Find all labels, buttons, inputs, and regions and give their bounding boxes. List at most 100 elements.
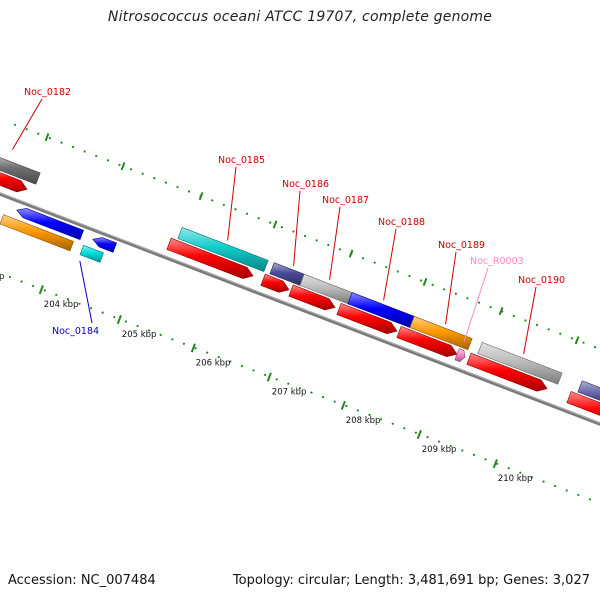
inner-ring-dot — [414, 431, 418, 434]
inner-ring-dot — [252, 369, 255, 372]
kbp-tick-mark — [340, 400, 346, 410]
outer-ring-dot — [327, 243, 330, 246]
inner-ring-dot — [356, 409, 360, 412]
kbp-tick-label: 209 kbp — [422, 445, 457, 455]
outer-ring-dot — [408, 274, 411, 278]
inner-ring-dot — [287, 382, 290, 385]
noc-0190-cds — [466, 352, 548, 392]
outer-ring-dot — [60, 141, 63, 144]
outer-ring-dot — [187, 190, 191, 193]
kbp-tick-label: 210 kbp — [498, 474, 533, 484]
outer-ring-dot — [141, 172, 144, 175]
leader-line — [12, 98, 43, 150]
kbp-tick-mark — [416, 429, 422, 440]
noc-0185-cds — [166, 237, 254, 279]
inner-ring-dot — [43, 289, 46, 292]
outer-major-tick — [574, 336, 580, 345]
gene-label: Noc_0187 — [322, 195, 369, 206]
inner-ring-dot — [148, 329, 151, 332]
noc-0183-gene — [16, 208, 84, 241]
inner-ring-dot — [66, 298, 70, 301]
outer-major-tick — [120, 162, 126, 171]
outer-ring-dot — [582, 341, 585, 344]
inner-ring-dot — [484, 458, 487, 461]
noc-0187-cds — [288, 284, 336, 311]
inner-ring-dot — [565, 489, 568, 492]
inner-ring-dot — [182, 342, 186, 345]
outer-ring-dot — [431, 283, 434, 286]
inner-ring-dot — [554, 484, 557, 488]
outer-ring-dot — [176, 185, 179, 189]
outer-ring-dot — [164, 181, 167, 184]
inner-ring-dots — [8, 275, 592, 501]
kbp-tick-label: 203 kbp — [0, 272, 4, 282]
inner-ring-dot — [275, 378, 278, 381]
inner-ring-dot — [78, 302, 81, 305]
inner-ring-dot — [461, 449, 464, 452]
noc-0182-gene — [0, 157, 41, 185]
outer-ring-dot — [245, 212, 249, 215]
gene-label: Noc_0188 — [378, 217, 425, 228]
outer-ring-dot — [153, 177, 156, 180]
gene-label: Noc_0189 — [438, 240, 485, 251]
leader-line — [463, 267, 489, 343]
outer-ring-dot — [419, 279, 423, 282]
outer-ring-dot — [129, 168, 133, 171]
inner-ring-dot — [20, 280, 23, 283]
noc-0188-cds — [336, 302, 398, 335]
outer-ring-dot — [71, 145, 75, 149]
outer-major-tick — [422, 277, 428, 287]
inner-ring-dot — [438, 440, 441, 443]
inner-ring-dot — [507, 467, 510, 470]
inner-ring-dot — [368, 413, 371, 416]
outer-major-tick — [348, 249, 354, 258]
outer-ring-dot — [512, 314, 515, 318]
noc-0186-cds — [260, 273, 290, 293]
inner-ring-dot — [530, 476, 534, 479]
outer-major-tick — [272, 220, 278, 229]
inner-ring-dot — [8, 275, 12, 279]
outer-ring-dot — [211, 199, 214, 202]
outer-ring-dot — [570, 337, 573, 340]
noc-0191-gene — [577, 380, 600, 401]
noc-r0003-rna — [454, 348, 466, 362]
outer-ring-dot — [269, 221, 272, 224]
gene-label: Noc_0184 — [52, 326, 99, 337]
outer-major-tick — [198, 192, 204, 201]
inner-ring-dot — [113, 315, 116, 319]
kbp-tick-label: 205 kbp — [122, 330, 157, 340]
noc-0182-cds — [0, 172, 28, 193]
noc-0191-cds — [566, 391, 600, 416]
inner-ring-dot — [217, 355, 220, 359]
genome-summary: Topology: circular; Length: 3,481,691 bp… — [232, 573, 590, 588]
inner-ring-dot — [345, 404, 348, 408]
kbp-tick-label: 204 kbp — [44, 300, 79, 310]
outer-ring-dot — [257, 217, 260, 220]
outer-ring-dot — [361, 257, 365, 260]
outer-ring-dot — [234, 208, 237, 211]
map-title: Nitrosococcus oceani ATCC 19707, complet… — [107, 9, 493, 25]
inner-ring-dot — [403, 427, 406, 430]
noc-0184-gene — [92, 237, 117, 253]
inner-ring-dot — [194, 347, 197, 350]
gene-label: Noc_0186 — [282, 179, 329, 190]
inner-ring-dot — [101, 311, 104, 314]
inner-ring-dot — [240, 364, 244, 368]
gene-label: Noc_0190 — [518, 275, 565, 286]
outer-ring-dot — [396, 270, 399, 273]
outer-ring-dot — [25, 128, 28, 131]
gene-label: Noc_R0003 — [470, 256, 524, 267]
outer-ring-dot — [338, 248, 341, 251]
outer-ring-dot — [559, 332, 562, 335]
accession-text: Accession: NC_007484 — [8, 573, 156, 588]
inner-ring-dot — [310, 391, 313, 394]
inner-ring-dot — [519, 471, 522, 474]
outer-ring-dot — [37, 132, 40, 135]
outer-ring-dot — [466, 297, 469, 300]
inner-ring-dot — [577, 493, 580, 497]
leader-line — [329, 206, 341, 280]
kbp-tick-mark — [266, 372, 272, 382]
gene-label: Noc_0182 — [24, 87, 71, 98]
inner-ring-dot — [159, 333, 162, 336]
outer-ring-dot — [292, 230, 295, 233]
